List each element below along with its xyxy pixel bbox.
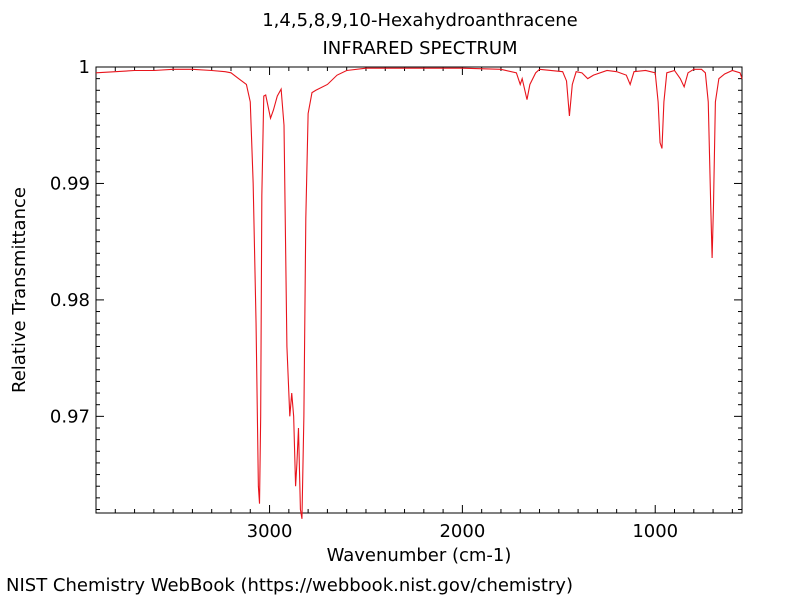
source-credit: NIST Chemistry WebBook (https://webbook.… [6, 575, 573, 596]
y-tick-label: 0.99 [50, 173, 90, 194]
y-axis-ticks: 0.97 0.98 0.99 1 [50, 57, 742, 427]
spectrum-line [96, 68, 742, 519]
x-axis-ticks: 3000 2000 1000 [247, 67, 678, 542]
y-axis-label: Relative Transmittance [9, 187, 30, 393]
y-tick-label: 0.97 [50, 406, 90, 427]
plot-frame [96, 67, 742, 513]
minor-ticks [96, 67, 742, 513]
y-tick-label: 1 [79, 57, 90, 78]
x-tick-label: 3000 [247, 521, 293, 542]
x-tick-label: 2000 [439, 521, 485, 542]
x-axis-label: Wavenumber (cm-1) [327, 545, 512, 566]
y-tick-label: 0.98 [50, 290, 90, 311]
x-tick-label: 1000 [632, 521, 678, 542]
